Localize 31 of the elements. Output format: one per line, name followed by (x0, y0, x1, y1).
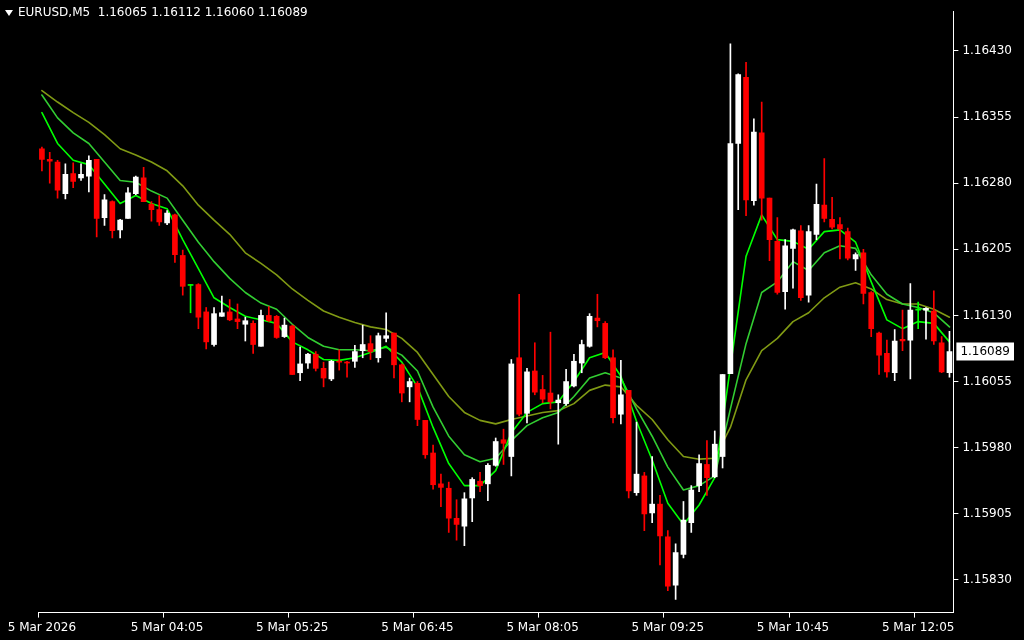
candlestick (477, 472, 483, 493)
candlestick (383, 312, 389, 343)
text: 1.16089 (960, 343, 1010, 358)
candlestick (219, 295, 225, 317)
x-tick-label: 5 Mar 2026 (7, 619, 77, 634)
x-tick-label: 5 Mar 06:45 (381, 619, 454, 634)
candlestick (704, 440, 710, 496)
x-tick-label: 5 Mar 10:45 (756, 619, 830, 634)
y-tick-label: 1.16430 (962, 43, 1012, 58)
candlestick (438, 473, 444, 508)
y-tick-label: 1.16205 (962, 241, 1012, 256)
x-tick-label: 5 Mar 08:05 (506, 619, 579, 634)
y-tick-label: 1.16130 (962, 307, 1012, 322)
y-tick-label: 1.16355 (962, 109, 1012, 124)
y-tick-label: 1.16280 (962, 175, 1012, 190)
y-tick-label: 1.15830 (962, 572, 1012, 587)
x-tick-label: 5 Mar 05:25 (256, 619, 329, 634)
candlestick (78, 163, 84, 181)
x-tick-label: 5 Mar 04:05 (130, 619, 204, 634)
candlestick (649, 456, 655, 523)
y-tick-label: 1.15905 (962, 505, 1012, 520)
chart-title: EURUSD,M5 1.16065 1.16112 1.16060 1.16089 (18, 5, 308, 19)
y-tick-label: 1.15980 (962, 439, 1012, 454)
candlestick (555, 394, 562, 445)
candlestick (359, 324, 366, 359)
x-tick-label: 5 Mar 12:05 (881, 619, 955, 634)
y-tick-label: 1.16055 (962, 373, 1012, 388)
candlestick (242, 316, 249, 342)
candlestick (837, 217, 843, 260)
candlestick (821, 158, 828, 223)
x-tick-label: 5 Mar 09:25 (631, 619, 705, 634)
